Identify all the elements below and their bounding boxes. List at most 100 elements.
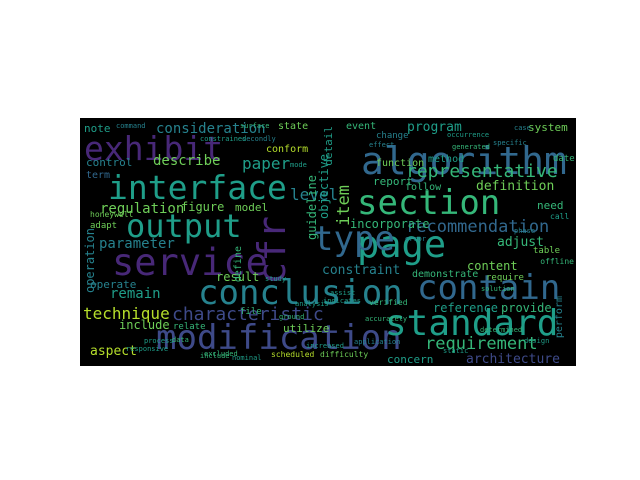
cloud-word-model: model	[235, 201, 269, 214]
cloud-word-case: case	[514, 124, 531, 132]
cloud-word-determined: determined	[480, 326, 523, 334]
cloud-word-mode: mode	[290, 161, 307, 169]
cloud-word-parameter: parameter	[99, 236, 175, 252]
cloud-word-require: require	[486, 273, 524, 283]
cloud-word-need: need	[537, 199, 564, 212]
cloud-word-recommendation: recommendation	[406, 217, 550, 237]
cloud-word-date: date	[553, 154, 575, 164]
cloud-word-call: call	[550, 212, 570, 221]
cloud-word-page: page	[357, 223, 447, 266]
cloud-word-remain: remain	[110, 286, 161, 302]
cloud-word-solution: solution	[481, 285, 515, 293]
cloud-word-provide: provide	[501, 301, 552, 315]
cloud-word-file: file	[240, 307, 262, 317]
cloud-word-conform: conform	[266, 144, 309, 155]
cloud-word-application: application	[354, 338, 401, 346]
cloud-word-change: change	[376, 131, 409, 141]
cloud-word-excluded: excluded	[204, 350, 238, 358]
cloud-word-conclusion: conclusion	[198, 273, 403, 313]
cloud-word-data: data	[172, 336, 189, 344]
cloud-word-paper: paper	[242, 154, 291, 173]
cloud-word-term: term	[86, 170, 111, 181]
cloud-word-output: output	[126, 207, 242, 245]
cloud-word-constrained: constrained	[200, 135, 247, 143]
cloud-word-figure: figure	[181, 200, 225, 214]
cloud-word-concern: concern	[387, 353, 434, 366]
cloud-word-error: error	[405, 235, 427, 243]
cloud-word-modification: modification	[156, 318, 402, 358]
cloud-word-increased: increased	[306, 342, 344, 350]
cloud-word-technique: technique	[83, 304, 170, 323]
cloud-word-algorithm: algorithm	[361, 139, 567, 183]
cloud-word-perform: perform	[554, 296, 565, 339]
cloud-word-nominal: nominal	[232, 354, 262, 362]
cloud-word-static: static	[443, 347, 469, 355]
cloud-word-process: process	[144, 337, 174, 345]
cloud-word-standard: standard	[385, 303, 559, 344]
cloud-word-report: report	[373, 175, 413, 188]
cloud-word-ground: ground	[279, 313, 305, 321]
cloud-word-assist: assist	[330, 289, 356, 297]
cloud-word-honeywell: honeywell	[90, 210, 134, 219]
cloud-word-control: control	[86, 156, 133, 169]
cloud-word-utilize: utilize	[283, 322, 330, 335]
cloud-word-definition: definition	[476, 179, 555, 194]
cloud-word-requirement: requirement	[425, 334, 538, 354]
cloud-word-verified: verified	[369, 298, 408, 307]
cloud-word-table: table	[533, 246, 561, 256]
cloud-word-accurately: accurately	[365, 315, 408, 323]
cloud-word-occurrence: occurrence	[447, 131, 490, 139]
cloud-word-contain: contain	[417, 268, 561, 308]
cloud-word-reference: reference	[433, 301, 499, 315]
cloud-word-level: level	[290, 185, 339, 204]
cloud-word-include: include	[200, 352, 230, 360]
cloud-word-responsive: responsive	[126, 345, 169, 353]
word-cloud: conclusion algorithm interface modification…	[80, 118, 576, 366]
cloud-word-constraint: constraint	[322, 263, 401, 278]
cloud-word-operate: operate	[90, 278, 137, 291]
cloud-word-method: method	[428, 154, 465, 165]
cloud-word-difficulty: difficulty	[320, 350, 369, 359]
cloud-word-follow: follow	[405, 182, 442, 193]
cloud-word-surface: surface	[240, 122, 270, 130]
cloud-word-define: define	[233, 246, 244, 283]
cloud-word-consideration: consideration	[156, 121, 266, 137]
cloud-word-secondly: secondly	[242, 135, 276, 143]
cloud-word-include: include	[119, 318, 170, 332]
cloud-word-incorporate: incorporate	[350, 217, 430, 231]
cloud-word-exhibit: exhibit	[84, 129, 224, 168]
cloud-word-detail: detail	[322, 126, 335, 166]
cloud-word-function: function	[376, 158, 425, 169]
cloud-word-program: program	[407, 120, 462, 135]
cloud-word-adjust: adjust	[497, 235, 544, 250]
cloud-word-indicates: indicates	[323, 297, 361, 305]
cloud-word-event: event	[346, 121, 377, 132]
cloud-word-aspect: aspect	[90, 344, 137, 359]
cloud-word-service: service	[112, 241, 268, 284]
cloud-word-scheduled: scheduled	[271, 350, 315, 359]
cloud-word-offline: offline	[540, 257, 574, 266]
cloud-word-specific: specific	[493, 139, 527, 147]
cloud-word-demonstrate: demonstrate	[412, 269, 479, 280]
cloud-word-regulation: regulation	[100, 201, 185, 217]
cloud-word-study: study	[265, 275, 287, 283]
cloud-word-analysis: analysis	[295, 300, 329, 308]
cloud-word-representative: representative	[406, 161, 558, 182]
cloud-word-phase: phase	[514, 227, 536, 235]
cloud-word-state: state	[278, 121, 309, 132]
cloud-word-architecture: architecture	[466, 352, 560, 366]
cloud-word-generated: generated	[452, 143, 490, 151]
cloud-word-interface: interface	[108, 168, 287, 207]
cloud-word-command: command	[116, 122, 146, 130]
cloud-word-adapt: adapt	[90, 221, 118, 231]
cloud-word-describe: describe	[153, 153, 221, 169]
cloud-word-note: note	[84, 122, 111, 135]
cloud-word-system: system	[528, 121, 568, 134]
cloud-word-characteristic: characteristic	[172, 304, 324, 325]
cloud-word-result: result	[216, 270, 260, 284]
cloud-word-content: content	[467, 259, 518, 273]
cloud-word-type: type	[313, 219, 395, 259]
cloud-word-section: section	[357, 183, 501, 223]
cloud-word-design: design	[524, 337, 550, 345]
cloud-word-effect: effect	[369, 141, 395, 149]
